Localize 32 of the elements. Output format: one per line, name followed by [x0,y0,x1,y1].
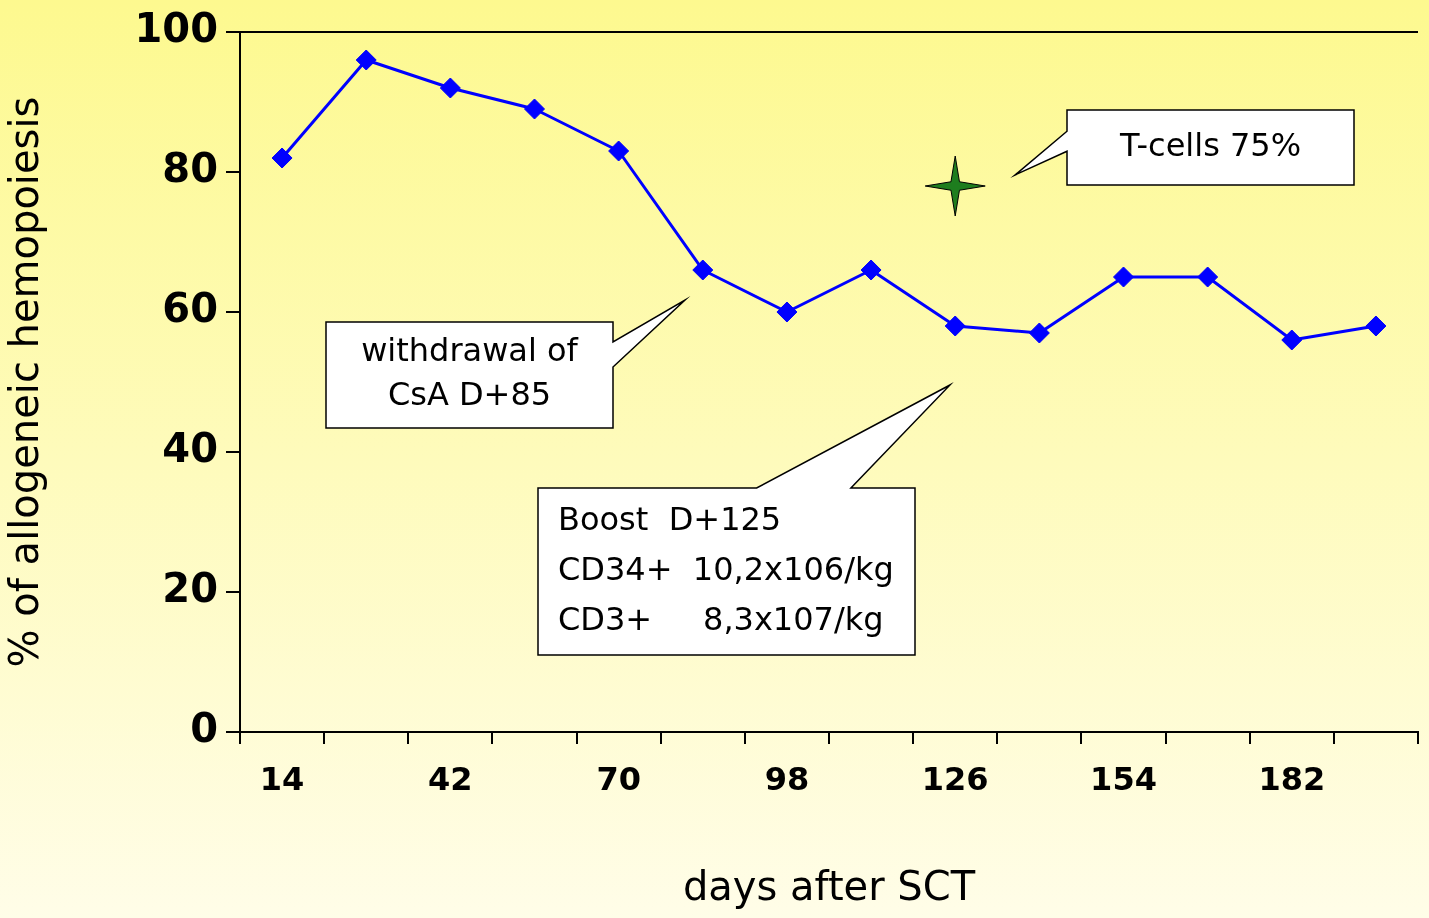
point [1365,315,1387,337]
annotation: Boost D+125 CD34+ 10,2x106/kg CD3+ 8,3x107/kg [558,499,894,638]
point [271,147,293,169]
point [1113,266,1134,288]
point [1197,266,1219,288]
point [860,259,882,281]
point [439,77,461,99]
annotation: T-cells 75% [1118,125,1302,164]
point [524,98,545,120]
x-axis-title: days after SCT [682,863,976,910]
point [1028,322,1050,344]
y-tick-label: 80 [162,145,218,192]
y-tick-label: 20 [162,565,218,612]
x-tick-label: 14 [259,759,305,798]
annotation: withdrawal of CsA D+85 [361,331,579,414]
x-tick-label: 42 [428,759,473,798]
x-tick-label: 98 [764,759,810,798]
y-tick-label: 0 [190,705,218,752]
x-tick-label: 126 [921,759,989,798]
point [608,140,630,162]
point [355,49,377,71]
point [944,315,966,337]
point [776,301,798,323]
point [692,259,714,281]
x-tick-label: 182 [1258,759,1326,798]
y-tick-label: 100 [134,5,218,52]
y-tick-label: 60 [162,285,218,332]
point [1281,329,1303,351]
x-tick-label: 70 [596,759,641,798]
x-tick-label: 154 [1090,759,1157,798]
y-tick-label: 40 [162,425,218,472]
y-axis-title: % of allogeneic hemopoiesis [1,96,48,668]
